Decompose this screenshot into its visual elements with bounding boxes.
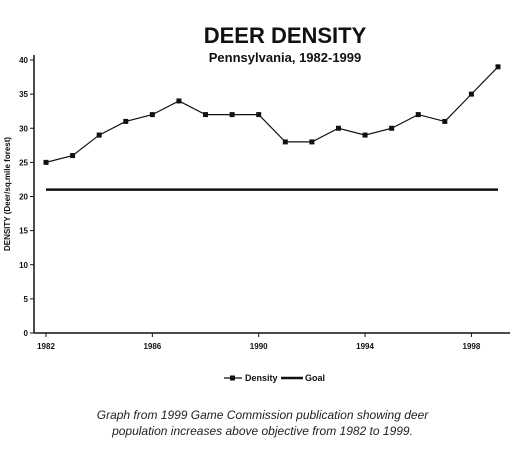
density-data-point [123,118,129,124]
y-tick-label: 20 [19,193,28,202]
x-tick-label: 1986 [143,342,161,351]
legend: Density Goal [224,373,325,383]
y-ticks: 0 5 10 15 20 25 30 35 40 [19,56,34,338]
density-data-point [229,112,235,118]
density-data-point [495,64,501,70]
chart-subtitle: Pennsylvania, 1982-1999 [209,50,362,65]
density-data-point [256,112,262,118]
density-data-point [415,112,421,118]
x-tick-label: 1994 [356,342,374,351]
density-data-point [335,125,341,131]
axes [33,55,510,334]
y-tick-label: 35 [19,90,28,99]
series-layer [43,64,501,191]
density-data-point [362,132,368,138]
density-data-point [309,139,315,145]
x-tick-label: 1982 [37,342,55,351]
density-data-point [96,132,102,138]
density-data-point [203,112,209,118]
density-data-point [468,91,474,97]
density-data-point [70,153,76,159]
legend-goal-label: Goal [305,373,325,383]
density-data-point [442,118,448,124]
legend-density-label: Density [245,373,278,383]
y-tick-label: 10 [19,261,28,270]
x-ticks: 1982 1986 1990 1994 1998 [37,333,481,351]
density-data-point [176,98,182,104]
y-tick-label: 15 [19,227,28,236]
figure-caption-line-1: Graph from 1999 Game Commission publicat… [96,408,429,422]
legend-density-marker [230,375,235,381]
y-tick-label: 30 [19,124,28,133]
x-tick-label: 1998 [463,342,481,351]
density-series-line [45,66,499,163]
y-tick-label: 40 [19,56,28,65]
figure-caption-line-2: population increases above objective fro… [112,424,413,438]
density-data-point [43,159,49,165]
density-data-point [149,112,155,118]
density-data-point [282,139,288,145]
y-tick-label: 25 [19,158,28,167]
x-tick-label: 1990 [250,342,268,351]
y-tick-label: 0 [24,329,29,338]
y-tick-label: 5 [24,295,29,304]
y-axis-label: DENSITY (Deer/sq.mile forest) [3,137,12,251]
chart-title: DEER DENSITY [204,23,367,48]
density-data-point [389,125,395,131]
